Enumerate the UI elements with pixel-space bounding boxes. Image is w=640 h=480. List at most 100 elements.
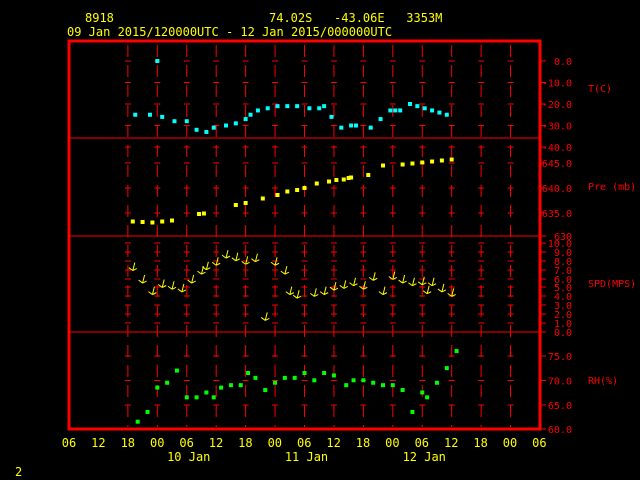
temperature-point: [329, 114, 334, 119]
humidity-point: [390, 383, 395, 388]
pressure-point: [410, 161, 415, 166]
y-tick-label: 75.0: [548, 352, 572, 363]
y-tick-label: 7.0: [554, 266, 572, 277]
humidity-point: [204, 390, 209, 395]
wind-barb: [251, 253, 260, 263]
wind-barb: [177, 283, 187, 293]
temperature-point: [349, 123, 354, 128]
temperature-point: [430, 108, 435, 113]
humidity-point: [302, 370, 307, 375]
temperature-point: [378, 117, 383, 122]
wind-barb: [427, 277, 437, 287]
humidity-point: [400, 388, 405, 393]
y-tick-label: 10.0: [548, 239, 572, 250]
temperature-point: [368, 125, 373, 130]
station-location: 74.02S -43.06E 3353M: [269, 11, 443, 25]
pressure-point: [201, 211, 206, 216]
x-tick-label: 06: [415, 436, 429, 450]
temperature-point: [339, 125, 344, 130]
y-tick-label: 645.0: [542, 159, 572, 170]
humidity-point: [155, 385, 160, 390]
wind-barb: [408, 277, 417, 287]
humidity-point: [253, 375, 258, 380]
temperature-point: [354, 123, 359, 128]
temperature-point: [393, 108, 398, 113]
wind-barb: [167, 281, 177, 290]
y-tick-label: 640.0: [542, 184, 572, 195]
x-tick-label: 06: [297, 436, 311, 450]
wind-barb: [378, 286, 388, 296]
temperature-point: [194, 127, 199, 132]
wind-barb: [417, 276, 427, 286]
humidity-point: [322, 370, 327, 375]
panel-label: T(C): [588, 84, 612, 95]
pressure-point: [327, 179, 332, 184]
x-tick-label: 00: [150, 436, 164, 450]
humidity-point: [263, 388, 268, 393]
wind-barb: [310, 288, 319, 297]
wind-barb: [138, 274, 147, 284]
humidity-point: [145, 409, 150, 414]
page-number: 2: [15, 465, 23, 479]
y-tick-label: 4.0: [554, 292, 572, 303]
wind-barb: [211, 257, 221, 266]
humidity-point: [410, 409, 415, 414]
humidity-point: [344, 383, 349, 388]
temperature-point: [204, 129, 209, 134]
panel-label: SPD(MPS): [588, 279, 636, 290]
pressure-point: [197, 212, 202, 216]
x-tick-label: 18: [121, 436, 135, 450]
panels-layer: [128, 59, 459, 424]
time-period: 09 Jan 2015/120000UTC - 12 Jan 2015/0000…: [67, 25, 393, 39]
wind-barb: [221, 250, 231, 259]
temperature-point: [243, 117, 248, 122]
y-tick-label: 3.0: [554, 301, 572, 312]
pressure-point: [314, 181, 319, 186]
humidity-point: [420, 390, 425, 395]
pressure-point: [260, 196, 265, 201]
humidity-point: [434, 380, 439, 385]
humidity-point: [381, 383, 385, 388]
x-tick-label: 12: [444, 436, 458, 450]
wind-barb: [329, 282, 339, 291]
temperature-point: [307, 106, 312, 111]
humidity-points: [135, 349, 459, 424]
wind-barb: [447, 288, 456, 297]
x-tick-label: 00: [268, 436, 282, 450]
pressure-point: [295, 188, 300, 192]
temperature-point: [147, 112, 152, 117]
wind-barb: [187, 274, 196, 284]
wind-barb: [128, 262, 138, 272]
wind-barb: [241, 256, 250, 265]
pressure-point: [346, 176, 351, 180]
station-id: 8918: [85, 11, 114, 25]
x-tick-label: 18: [473, 436, 487, 450]
temperature-point: [415, 104, 420, 109]
humidity-point: [282, 375, 287, 380]
x-tick-label: 18: [356, 436, 370, 450]
wind-barb: [339, 280, 348, 289]
panel-label: Pre (mb): [588, 182, 636, 193]
temperature-point: [322, 104, 327, 109]
humidity-point: [361, 378, 366, 383]
temperature-points: [133, 59, 449, 134]
chart-frame: [67, 39, 542, 431]
y-tick-label: -20.0: [542, 100, 572, 111]
wind-barb: [285, 286, 295, 296]
y-tick-label: 6.0: [554, 275, 572, 286]
x-day-label: 10 Jan: [167, 450, 210, 464]
pressure-point: [349, 175, 354, 180]
humidity-point: [312, 378, 317, 383]
wind-barb: [260, 312, 270, 321]
pressure-point: [420, 160, 425, 165]
pressure-point: [381, 163, 385, 168]
humidity-point: [371, 380, 376, 385]
temperature-point: [275, 104, 280, 109]
humidity-point: [174, 368, 179, 373]
humidity-point: [135, 419, 140, 424]
pressure-point: [233, 203, 238, 207]
pressure-point: [170, 218, 175, 223]
humidity-point: [444, 366, 449, 371]
